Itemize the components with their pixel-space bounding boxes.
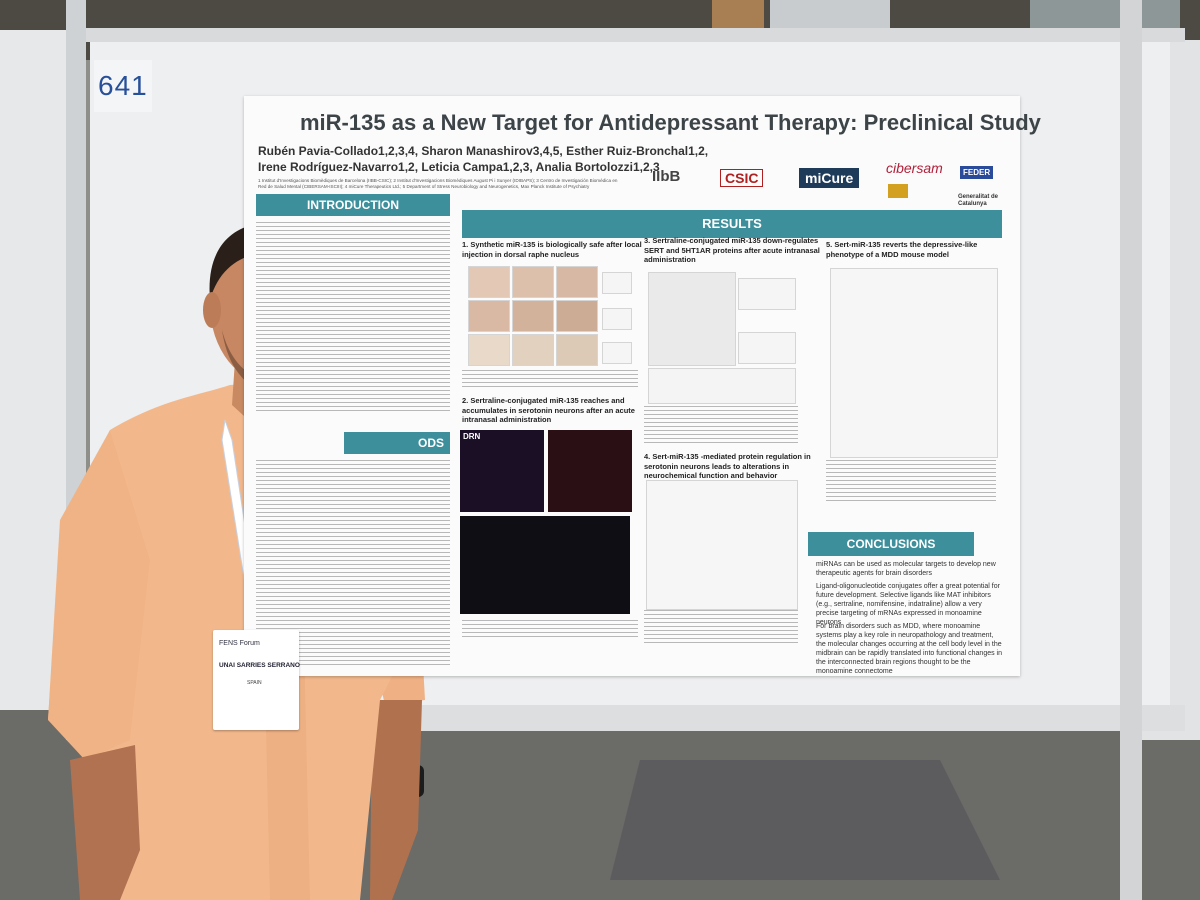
bar-graph [648, 368, 796, 404]
figure-caption [644, 406, 798, 446]
results-header: RESULTS [462, 210, 1002, 238]
bar-graph [738, 278, 796, 310]
result-heading-5: 5. Sert-miR-135 reverts the depressive-l… [826, 240, 978, 259]
flag-icon [888, 184, 908, 198]
bar-graph [738, 332, 796, 364]
figure-caption [462, 620, 638, 640]
logo-csic: CSIC [720, 169, 764, 187]
result-heading-4: 4. Sert-miR-135 -mediated protein regula… [644, 452, 811, 480]
microscopy-image [548, 430, 632, 512]
histology-image [468, 334, 510, 366]
figure-caption [826, 460, 996, 504]
name-badge: FENS Forum UNAI SARRIES SERRANO SPAIN [213, 630, 300, 730]
logo-feder: FEDER [960, 166, 994, 179]
figure-caption [644, 610, 798, 646]
line-graph [830, 268, 998, 458]
histology-image [468, 266, 510, 298]
poster-authors: Rubén Pavia-Collado1,2,3,4, Sharon Manas… [258, 144, 709, 158]
methods-header: ODS [344, 432, 450, 454]
histology-image [556, 300, 598, 332]
logo-generalitat: Generalitat de Catalunya [958, 194, 999, 207]
board-number: 641 [98, 70, 148, 101]
logo-iibb: IIbB [652, 168, 681, 185]
board-top-rail [75, 28, 1185, 42]
result-heading-2: 2. Sertraline-conjugated miR-135 reaches… [462, 396, 635, 424]
pole-right [1120, 0, 1142, 900]
badge-event: FENS Forum [219, 640, 260, 647]
result-heading-3: 3. Sertraline-conjugated miR-135 down-re… [644, 236, 820, 264]
microscopy-grid [460, 516, 630, 614]
histology-image [512, 266, 554, 298]
histology-image [556, 266, 598, 298]
poster: miR-135 as a New Target for Antidepressa… [244, 96, 1041, 676]
bar-graph [602, 308, 632, 330]
histology-image [556, 334, 598, 366]
poster-affiliations: 1 Institut d'Investigacions Biomèdiques … [258, 178, 618, 183]
left-arm [48, 430, 150, 760]
figure-caption [462, 370, 638, 390]
poster-authors: Irene Rodríguez-Navarro1,2, Leticia Camp… [258, 160, 660, 174]
ear-left [203, 292, 221, 328]
histology-image [468, 300, 510, 332]
conclusion-item: For brain disorders such as MDD, where m… [816, 623, 1003, 675]
badge-name: UNAI SARRIES SERRANO [219, 662, 300, 669]
forearm-right [370, 700, 422, 900]
poster-title: miR-135 as a New Target for Antidepressa… [300, 110, 1041, 135]
introduction-text [256, 222, 450, 412]
floor-floor-tile [610, 760, 1000, 880]
conclusion-item: miRNAs can be used as molecular targets … [816, 561, 996, 577]
histology-image [512, 300, 554, 332]
drn-label: DRN [463, 432, 481, 441]
poster-affiliations: Red de Salud Mental (CIBERSAM-ISCIII); 4… [258, 184, 590, 189]
bar-graph [602, 272, 632, 294]
bar-graph [602, 342, 632, 364]
introduction-header: INTRODUCTION [256, 194, 450, 216]
number-card [94, 60, 152, 112]
conclusion-item: Ligand-oligonucleotide conjugates offer … [816, 583, 1000, 626]
badge-country: SPAIN [247, 680, 262, 686]
logo-cibersam: cibersam [886, 160, 943, 176]
line-graph [646, 480, 798, 610]
histology-image [512, 334, 554, 366]
result-heading-1: 1. Synthetic miR-135 is biologically saf… [462, 240, 642, 259]
conclusions-header: CONCLUSIONS [808, 532, 974, 556]
logo-micure: miCure [799, 168, 860, 188]
western-blot [648, 272, 736, 366]
microscopy-image: DRN [460, 430, 544, 512]
left-hand [70, 745, 140, 900]
